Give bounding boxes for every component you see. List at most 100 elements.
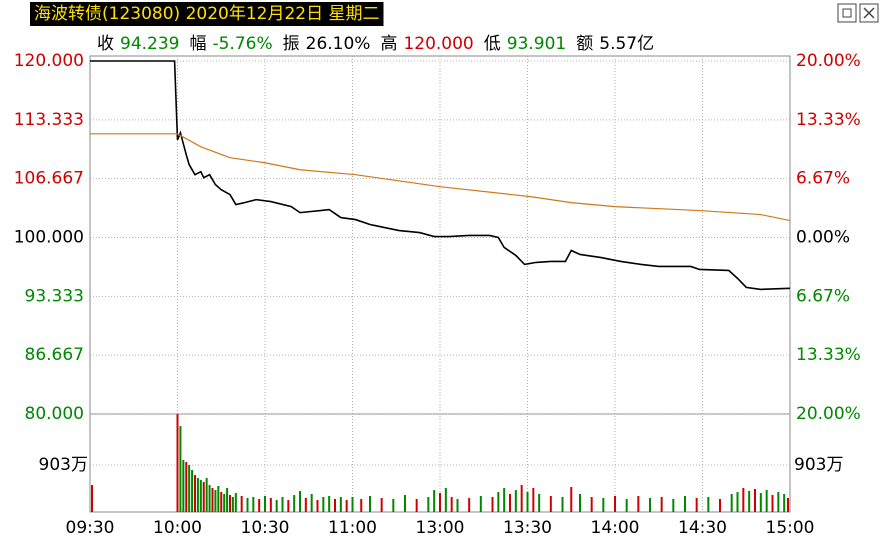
volume-bar [369, 496, 371, 512]
x-tick-label: 10:00 [153, 518, 202, 538]
chart-title: 海波转债(123080) 2020年12月22日 星期二 [34, 4, 380, 24]
volume-bar [672, 498, 675, 512]
volume-bar [602, 498, 605, 512]
volume-bar [579, 493, 581, 512]
volume-bar [649, 498, 651, 512]
volume-bar [351, 497, 354, 512]
volume-bar [742, 488, 745, 512]
volume-bar [310, 493, 313, 512]
stat-value: 5.57亿 [599, 34, 654, 54]
volume-bar [509, 493, 511, 512]
price-line [90, 60, 791, 291]
x-tick-label: 11:00 [328, 518, 377, 538]
volume-bar [176, 414, 179, 512]
volume-bar [264, 496, 266, 512]
volume-bar [754, 488, 756, 512]
volume-bar [660, 497, 663, 512]
x-tick-label: 13:30 [503, 518, 552, 538]
volume-bar [269, 498, 272, 512]
volume-bar [549, 496, 552, 512]
volume-bar [707, 497, 710, 512]
volume-bar [497, 492, 500, 512]
stat-label: 低 [484, 34, 501, 54]
volume-bar [771, 495, 774, 512]
volume-bar [182, 460, 185, 512]
y2-tick-label: 13.33% [796, 110, 861, 130]
stat-value: 26.10% [306, 34, 371, 54]
y2-tick-label: 0.00% [796, 228, 850, 248]
stat-value: -5.76% [212, 34, 272, 54]
title-background [30, 2, 384, 26]
volume-bar [392, 498, 395, 512]
volume-bar [514, 490, 517, 512]
volume-bar [695, 498, 698, 512]
volume-bar [258, 498, 261, 512]
window-buttons[interactable] [837, 3, 879, 23]
x-tick-label: 14:30 [678, 518, 727, 538]
volume-bar [191, 470, 194, 512]
y2-tick-label: 6.67% [796, 286, 850, 306]
volume-bar [231, 497, 234, 512]
volume-bar [439, 493, 441, 512]
volume-bar [339, 497, 342, 512]
volume-bar [211, 488, 214, 512]
stat-label: 振 [283, 34, 300, 54]
volume-bar [590, 497, 593, 512]
stat-value: 120.000 [403, 34, 473, 54]
volume-bar [205, 478, 208, 512]
y-tick-label: 86.667 [25, 345, 84, 365]
y-tick-label: 113.333 [14, 110, 84, 130]
stat-label: 收 [97, 34, 114, 54]
volume-bar [316, 500, 319, 512]
volume-bar [479, 496, 482, 512]
volume-bar [91, 485, 93, 512]
volume-bar [719, 498, 721, 512]
volume-bar [532, 488, 535, 512]
restore-button[interactable] [837, 3, 857, 23]
volume-bar [404, 495, 406, 512]
y2-tick-label: 20.00% [796, 404, 861, 424]
volume-bar [185, 462, 188, 512]
x-tick-label: 13:00 [416, 518, 465, 538]
volume-bar [240, 496, 243, 512]
y2-tick-label: 13.33% [796, 345, 861, 365]
y2-tick-label: 903万 [794, 455, 843, 475]
volume-bar [226, 488, 229, 512]
volume-bar [491, 497, 494, 512]
volume-bar [783, 493, 786, 512]
y-tick-label: 93.333 [25, 286, 84, 306]
volume-bar [217, 486, 220, 512]
volume-bar [570, 487, 573, 512]
y-tick-label: 80.000 [25, 404, 84, 424]
restore-icon [842, 8, 852, 18]
volume-bar [194, 475, 196, 512]
volume-bar [736, 492, 739, 512]
volume-bar [304, 498, 307, 512]
volume-bar [538, 493, 541, 512]
volume-bar [777, 492, 780, 512]
volume-bar [380, 498, 383, 512]
volume-bar [614, 496, 616, 512]
x-tick-label: 14:00 [591, 518, 640, 538]
volume-bar [759, 493, 762, 512]
volume-bar [234, 493, 237, 512]
volume-bar [202, 482, 205, 512]
volume-bar [561, 497, 564, 512]
volume-bar [415, 498, 418, 512]
price-line [90, 133, 791, 222]
x-tick-label: 10:30 [241, 518, 290, 538]
x-tick-label: 09:30 [66, 518, 115, 538]
x-tick-label: 15:00 [766, 518, 815, 538]
volume-bar [526, 492, 529, 512]
stat-value: 93.901 [507, 34, 566, 54]
volume-bar [427, 497, 430, 512]
volume-bar [275, 500, 278, 512]
volume-bar [287, 500, 290, 512]
volume-bar [179, 426, 182, 512]
y-tick-label: 903万 [39, 455, 88, 475]
volume-bar [787, 498, 789, 512]
volume-bar [293, 495, 296, 512]
volume-bar [503, 488, 506, 512]
